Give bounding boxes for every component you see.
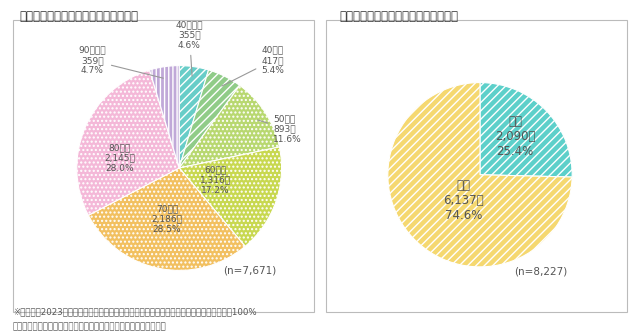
Wedge shape [179,147,282,246]
Text: 40歳代
417件
5.4%: 40歳代 417件 5.4% [222,46,284,86]
Wedge shape [480,83,572,177]
Text: 60歳代
1,316件
17.2%: 60歳代 1,316件 17.2% [200,165,230,195]
Text: 70歳代
2,186件
28.5%: 70歳代 2,186件 28.5% [152,204,182,234]
Wedge shape [388,83,572,267]
Text: 男性
2,090件
25.4%: 男性 2,090件 25.4% [495,115,535,158]
Wedge shape [77,70,179,215]
Text: (n=7,671): (n=7,671) [223,265,276,276]
Wedge shape [179,66,209,168]
Text: 図２　契約当事者の年代別件数・割合: 図２ 契約当事者の年代別件数・割合 [19,10,138,23]
Text: 40歳未満
355件
4.6%: 40歳未満 355件 4.6% [176,20,203,76]
Text: ※いずれも2023年度受付。割合の数値は小数点以下第２位を四捨五入しているため合計が100%: ※いずれも2023年度受付。割合の数値は小数点以下第２位を四捨五入しているため合… [13,307,257,317]
Text: にならない場合がある。不明・無回答等は除いて分析している。: にならない場合がある。不明・無回答等は除いて分析している。 [13,322,166,331]
Wedge shape [179,70,240,168]
Text: 女性
6,137件
74.6%: 女性 6,137件 74.6% [443,179,484,222]
Wedge shape [150,66,179,168]
Text: 80歳代
2,145件
28.0%: 80歳代 2,145件 28.0% [104,143,135,173]
Wedge shape [88,168,245,270]
Text: 90歳以上
359件
4.7%: 90歳以上 359件 4.7% [78,46,163,78]
Text: 50歳代
893件
11.6%: 50歳代 893件 11.6% [257,114,302,144]
Text: (n=8,227): (n=8,227) [515,266,568,276]
Text: 図３　契約当事者の男女別件数・割合: 図３ 契約当事者の男女別件数・割合 [339,10,458,23]
Wedge shape [179,85,280,168]
